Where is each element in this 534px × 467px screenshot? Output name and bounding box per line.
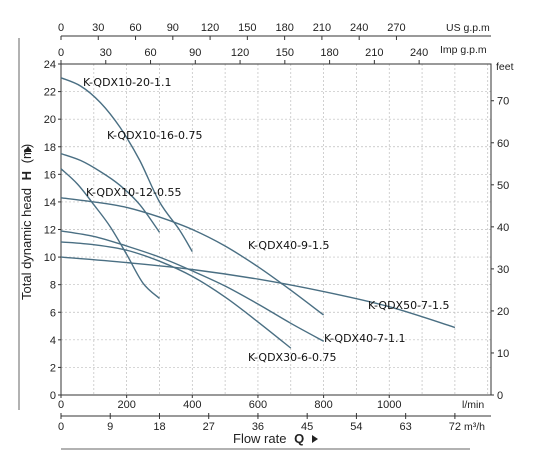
y-title-arrow-icon (24, 146, 32, 152)
curve-label: K-QDX40-7-1.1 (324, 332, 406, 345)
right-tick-label: 40 (497, 222, 509, 234)
imp-tick-label: 30 (100, 47, 112, 59)
imp-tick-label: 240 (410, 47, 428, 59)
top-us-unit: US g.p.m (446, 22, 490, 34)
right-tick-label: 10 (497, 348, 509, 360)
right-tick-label: 20 (497, 306, 509, 318)
y-title-unit: (m) (19, 144, 34, 164)
us-tick-label: 60 (129, 22, 141, 34)
us-tick-label: 210 (313, 22, 331, 34)
m3h-tick-label: 9 (107, 421, 113, 433)
curve-K-QDX30-6-0.75 (60, 241, 292, 349)
right-tick-label: 30 (497, 264, 509, 276)
x-title-prefix: Flow rate (233, 431, 286, 446)
x-title-symbol: Q (294, 431, 304, 446)
left-tick-label: 14 (44, 197, 56, 209)
curve-label: K-QDX50-7-1.5 (368, 299, 450, 312)
right-tick-label: 70 (497, 96, 509, 108)
us-tick-label: 30 (92, 22, 104, 34)
left-tick-label: 4 (50, 335, 56, 347)
lmin-tick-label: 1000 (377, 399, 401, 411)
curve-label: K-QDX10-16-0.75 (107, 129, 203, 142)
left-tick-label: 20 (44, 114, 56, 126)
imp-tick-label: 210 (365, 47, 383, 59)
left-tick-label: 24 (44, 59, 56, 71)
lmin-tick-label: 400 (183, 399, 201, 411)
curve-K-QDX10-16-0.75 (60, 152, 161, 233)
imp-tick-label: 120 (231, 47, 249, 59)
us-tick-label: 150 (238, 22, 256, 34)
right-tick-label: 60 (497, 138, 509, 150)
curve-label: K-QDX10-20-1.1 (83, 76, 172, 89)
lmin-tick-label: 600 (249, 399, 267, 411)
left-tick-label: 10 (44, 252, 56, 264)
m3h-tick-label: 63 (400, 421, 412, 433)
left-tick-label: 16 (44, 169, 56, 181)
us-tick-label: 240 (350, 22, 368, 34)
imp-tick-label: 0 (58, 47, 64, 59)
curve-K-QDX10-12-0.55 (60, 168, 160, 300)
lmin-unit: l/min (462, 399, 484, 411)
m3h-tick-label: 72 (449, 421, 461, 433)
curve-label: K-QDX30-6-0.75 (248, 351, 337, 364)
y-axis-title: Total dynamic head H (m) (19, 144, 34, 300)
us-tick-label: 0 (58, 22, 64, 34)
curve-label: K-QDX10-12-0.55 (86, 186, 182, 199)
imp-tick-label: 60 (144, 47, 156, 59)
curve-K-QDX50-7-1.5 (60, 256, 456, 329)
imp-tick-label: 180 (320, 47, 338, 59)
us-tick-label: 90 (167, 22, 179, 34)
right-tick-label: 50 (497, 180, 509, 192)
left-tick-label: 22 (44, 87, 56, 99)
y-title-symbol: H (19, 171, 34, 180)
pump-curves (60, 77, 456, 349)
right-tick-label: 0 (497, 390, 503, 402)
grid (61, 64, 491, 395)
left-tick-label: 2 (50, 362, 56, 374)
imp-tick-label: 90 (189, 47, 201, 59)
x-title-arrow-icon (312, 435, 318, 443)
us-tick-label: 270 (387, 22, 405, 34)
lmin-tick-label: 0 (58, 399, 64, 411)
us-tick-label: 120 (201, 22, 219, 34)
imp-tick-label: 150 (276, 47, 294, 59)
left-tick-label: 8 (50, 280, 56, 292)
curve-K-QDX10-20-1.1 (60, 77, 193, 252)
left-tick-label: 12 (44, 225, 56, 237)
left-tick-label: 6 (50, 307, 56, 319)
m3h-tick-label: 36 (252, 421, 264, 433)
lmin-tick-label: 200 (117, 399, 135, 411)
left-tick-label: 18 (44, 142, 56, 154)
m3h-tick-label: 45 (301, 421, 313, 433)
x-axis-title: Flow rate Q (233, 431, 304, 446)
m3h-tick-label: 27 (203, 421, 215, 433)
us-tick-label: 180 (275, 22, 293, 34)
top-imp-unit: Imp g.p.m (440, 44, 487, 56)
m3h-tick-label: 18 (153, 421, 165, 433)
curve-K-QDX40-7-1.1 (60, 230, 324, 342)
curve-labels: K-QDX10-20-1.1 K-QDX10-16-0.75 K-QDX10-12-… (83, 76, 450, 364)
y-title-prefix: Total dynamic head (19, 188, 34, 300)
m3h-unit: m³/h (464, 421, 485, 433)
m3h-tick-label: 0 (58, 421, 64, 433)
m3h-tick-label: 54 (350, 421, 362, 433)
right-axis-unit: feet (496, 61, 514, 73)
lmin-tick-label: 800 (314, 399, 332, 411)
left-tick-label: 0 (50, 390, 56, 402)
curve-label: K-QDX40-9-1.5 (248, 239, 330, 252)
